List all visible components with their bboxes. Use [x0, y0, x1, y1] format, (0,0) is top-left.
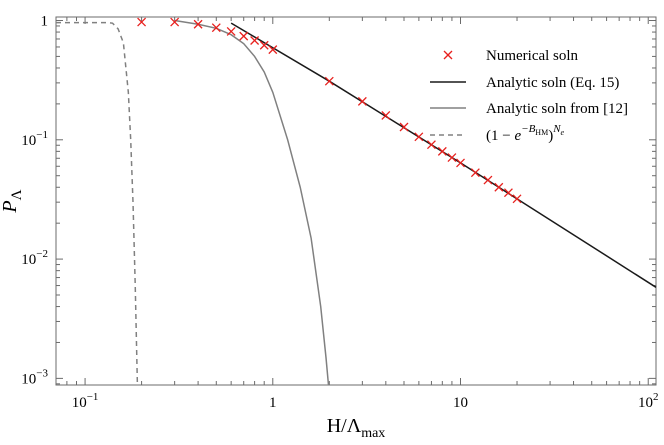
- data-point-marker: [137, 17, 147, 27]
- data-point-marker-stroke: [226, 26, 236, 36]
- legend-marker-stroke: [443, 50, 453, 60]
- data-point-marker: [414, 132, 424, 142]
- data-point-marker: [250, 36, 260, 45]
- data-point-marker-stroke: [259, 40, 269, 50]
- x-tick-label: 102: [638, 391, 659, 411]
- data-point-marker: [512, 194, 522, 204]
- y-tick-label-mantissa: 1: [41, 14, 49, 30]
- x-axis-label-sub: max: [361, 426, 385, 440]
- data-point-marker-stroke: [193, 19, 203, 29]
- data-point-marker-stroke: [456, 158, 465, 168]
- y-tick-label-mantissa: 10: [21, 252, 36, 268]
- plot-frame: [55, 16, 657, 386]
- x-tick-label-mantissa: 10: [638, 395, 653, 411]
- data-point-marker: [357, 96, 367, 106]
- data-point-marker-stroke: [324, 76, 334, 86]
- x-tick-label: 10: [453, 395, 468, 411]
- x-tick-label-mantissa: 10: [72, 395, 87, 411]
- x-tick-label-exponent: 2: [653, 391, 659, 403]
- data-point-marker-stroke: [470, 168, 480, 178]
- y-tick-label-exponent: −3: [36, 367, 48, 379]
- series-layer: [56, 17, 657, 386]
- y-tick-label: 10−3: [21, 367, 48, 387]
- x-axis-label: H/Λmax: [327, 415, 386, 440]
- formula-close: ): [548, 128, 553, 144]
- legend-label: Analytic soln (Eq. 15): [486, 75, 619, 91]
- data-point-marker: [211, 23, 221, 33]
- formula-exp: −B: [521, 123, 535, 135]
- formula-e: e: [514, 128, 521, 144]
- series-line: [174, 19, 330, 386]
- data-point-marker: [381, 110, 391, 120]
- data-point-marker-stroke: [494, 182, 504, 192]
- data-point-marker-stroke: [357, 96, 367, 106]
- data-point-marker: [437, 146, 447, 156]
- data-point-marker-stroke: [170, 17, 180, 27]
- y-axis-label: PΛ: [0, 189, 25, 213]
- data-point-marker: [494, 182, 504, 192]
- data-point-marker: [426, 140, 436, 150]
- series-line: [230, 22, 657, 288]
- data-point-marker-stroke: [399, 122, 409, 132]
- data-point-marker: [324, 76, 334, 86]
- data-point-marker-stroke: [426, 140, 436, 150]
- data-point-marker-stroke: [268, 45, 278, 55]
- legend: Numerical soln Analytic soln (Eq. 15) Anal…: [430, 48, 628, 144]
- data-point-marker-stroke: [503, 188, 513, 198]
- y-tick-label: 10−1: [21, 129, 48, 149]
- data-point-marker-stroke: [381, 110, 391, 120]
- series-line: [56, 21, 139, 386]
- y-axis-label-sub: Λ: [9, 189, 25, 200]
- formula-base: (1 −: [486, 128, 514, 144]
- data-point-marker-stroke: [414, 132, 424, 142]
- data-point-marker-stroke: [211, 23, 221, 33]
- data-point-marker-stroke: [483, 175, 493, 185]
- data-point-marker-stroke: [437, 146, 447, 156]
- y-tick-label-mantissa: 10: [21, 133, 36, 149]
- x-tick-label-exponent: −1: [87, 391, 99, 403]
- axis-ticks: [55, 17, 656, 385]
- legend-label: Numerical soln: [486, 48, 579, 64]
- data-point-marker-stroke: [447, 153, 457, 162]
- legend-label: Analytic soln from [12]: [486, 101, 628, 117]
- data-point-marker: [447, 153, 457, 162]
- data-point-marker: [399, 122, 409, 132]
- data-point-marker: [170, 17, 180, 27]
- y-tick-label-mantissa: 10: [21, 371, 36, 387]
- y-tick-label: 1: [41, 14, 49, 30]
- data-point-marker: [259, 40, 269, 50]
- x-axis-label-main: H/Λ: [327, 415, 362, 437]
- data-point-marker-stroke: [250, 36, 260, 45]
- y-tick-label: 10−2: [21, 248, 48, 268]
- x-tick-label: 1: [269, 395, 277, 411]
- data-point-marker: [503, 188, 513, 198]
- data-point-marker: [456, 158, 465, 168]
- y-tick-label-exponent: −2: [36, 248, 48, 260]
- data-point-marker: [483, 175, 493, 185]
- x-tick-label-mantissa: 1: [269, 395, 277, 411]
- data-point-marker: [470, 168, 480, 178]
- data-point-marker: [193, 19, 203, 29]
- data-point-marker-stroke: [137, 17, 147, 27]
- x-tick-label-mantissa: 10: [453, 395, 468, 411]
- data-point-marker-stroke: [239, 31, 249, 41]
- data-point-marker: [268, 45, 278, 55]
- data-point-marker: [239, 31, 249, 41]
- data-point-marker: [226, 26, 236, 36]
- formula-exp-sub: HM: [535, 128, 548, 137]
- y-tick-label-exponent: −1: [36, 129, 48, 141]
- y-axis-label-main: P: [0, 200, 21, 213]
- legend-marker: [443, 50, 453, 60]
- legend-label-formula: (1 − e−BHM)Ne: [486, 123, 565, 144]
- data-point-marker-stroke: [512, 194, 522, 204]
- formula-outer: N: [552, 123, 561, 135]
- x-tick-label: 10−1: [72, 391, 99, 411]
- formula-outer-sub: e: [561, 128, 565, 137]
